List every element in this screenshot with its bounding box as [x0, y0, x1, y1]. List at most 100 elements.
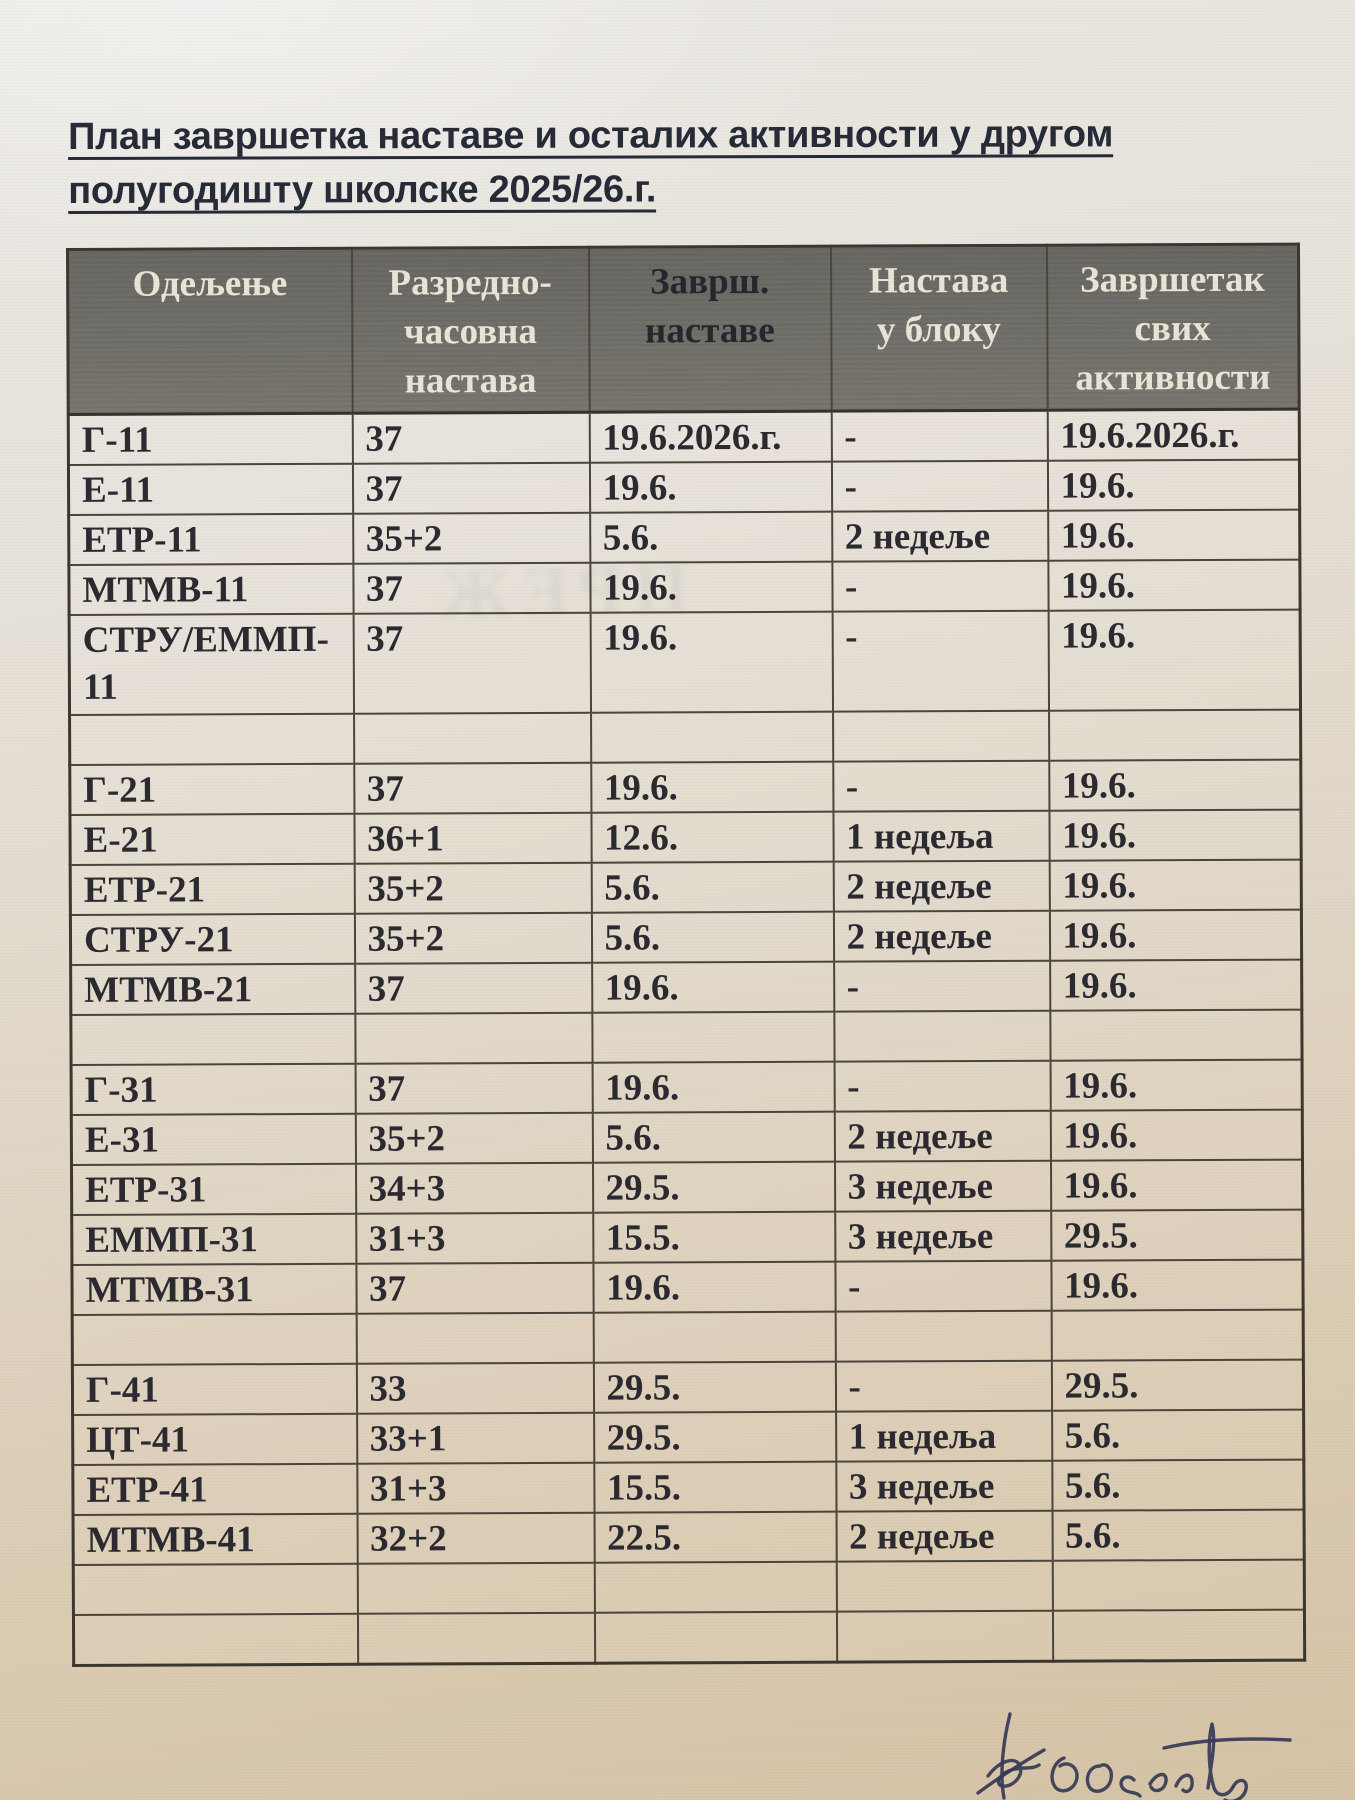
- table-cell: 19.6.: [1047, 560, 1301, 612]
- table-cell: [357, 1613, 595, 1665]
- table-cell: [1051, 1310, 1304, 1362]
- table-cell: 19.6.: [1049, 860, 1302, 912]
- table-cell: 5.6.: [591, 912, 834, 964]
- table-cell: -: [832, 611, 1049, 713]
- column-header-2: Разредно-часовна настава: [351, 247, 590, 414]
- table-cell: 19.6.: [1048, 760, 1301, 812]
- table-cell: [69, 714, 354, 766]
- table-cell: 12.6.: [590, 812, 834, 864]
- table-row: ЕТР-31 34+3 29.5. 3 недеље 19.6.: [71, 1160, 1303, 1216]
- table-cell: -: [834, 1061, 1051, 1113]
- handwritten-signature: [976, 1712, 1292, 1800]
- table-cell: ЦТ-41: [72, 1414, 357, 1466]
- table-cell: 37: [353, 763, 591, 815]
- spacer-row: [73, 1610, 1305, 1666]
- table-cell: 36+1: [353, 813, 592, 865]
- table-cell: 1 недеља: [835, 1411, 1052, 1463]
- table-cell: 2 недеље: [833, 911, 1050, 963]
- table-cell: 19.6.: [1050, 1260, 1304, 1312]
- table-cell: 19.6.: [592, 1262, 836, 1314]
- table-cell: [835, 1311, 1052, 1363]
- table-cell: 3 недеље: [834, 1161, 1051, 1213]
- table-row: СТРУ/ЕММП- 11 37 19.6. -19.6.: [69, 610, 1301, 716]
- table-cell: 19.6.: [1049, 910, 1302, 962]
- table-cell: 5.6.: [591, 862, 834, 914]
- table-cell: 34+3: [355, 1163, 593, 1215]
- table-cell: [593, 1312, 836, 1364]
- table-cell: Г-11: [68, 413, 353, 466]
- spacer-row: [70, 1010, 1303, 1066]
- table-cell: 29.5.: [593, 1412, 836, 1464]
- table-row: Г-41 33 29.5. -29.5.: [72, 1360, 1304, 1416]
- table-cell: Е-11: [68, 464, 353, 516]
- table-cell: 19.6.: [1047, 510, 1300, 562]
- table-cell: 5.6.: [1051, 1460, 1305, 1512]
- table-cell: 19.6.: [592, 1062, 835, 1114]
- table-cell: [72, 1314, 357, 1366]
- table-cell: 29.5.: [1051, 1360, 1304, 1412]
- spacer-row: [69, 710, 1301, 766]
- schedule-table-wrapper: Одељење Разредно-часовна настава Заврш. наст…: [66, 242, 1307, 1667]
- table-row: МТМВ-41 32+2 22.5. 2 недеље 5.6.: [73, 1510, 1305, 1566]
- table-row: ЦТ-41 33+1 29.5. 1 недеља 5.6.: [72, 1410, 1304, 1466]
- table-row: МТМВ-31 37 19.6. -19.6.: [71, 1260, 1304, 1316]
- table-cell: 2 недеље: [836, 1511, 1053, 1563]
- table-row: ЕТР-21 35+2 5.6. 2 недеље 19.6.: [70, 860, 1302, 916]
- table-cell: [1049, 1010, 1303, 1062]
- table-cell: -: [831, 561, 1049, 613]
- table-cell: ЕТР-11: [68, 514, 353, 566]
- table-cell: 19.6.: [589, 562, 833, 614]
- table-cell: [836, 1611, 1053, 1663]
- table-cell: 5.6.: [589, 512, 832, 564]
- table-cell: 5.6.: [1052, 1510, 1305, 1562]
- table-cell: [356, 1313, 594, 1365]
- table-cell: МТМВ-41: [73, 1514, 358, 1566]
- table-cell: 33: [356, 1363, 594, 1415]
- table-row: Е-21 36+1 12.6. 1 недеља 19.6.: [69, 810, 1302, 866]
- table-cell: 3 недеље: [835, 1461, 1053, 1513]
- table-cell: 29.5.: [592, 1162, 835, 1214]
- table-cell: 29.5.: [593, 1362, 836, 1414]
- table-cell: [73, 1614, 358, 1666]
- table-row: Г-21 37 19.6. -19.6.: [69, 760, 1301, 816]
- table-header: Одељење Разредно-часовна настава Заврш. наст…: [67, 244, 1300, 415]
- table-cell: 37: [352, 563, 591, 615]
- table-row: Е-11 37 19.6. -19.6.: [68, 460, 1300, 516]
- table-cell: -: [833, 961, 1050, 1013]
- table-cell: 37: [355, 1263, 594, 1315]
- table-cell: [357, 1563, 595, 1615]
- page-title-line-2: полугодишту школске 2025/26.г.: [68, 168, 657, 213]
- table-body: Г-11 37 19.6.2026.г. -19.6.2026.г. Е-11 37 19.…: [68, 409, 1305, 1666]
- table-cell: -: [831, 410, 1048, 463]
- table-cell: 19.6.: [1048, 810, 1302, 862]
- page-title-line-1: План завршетка наставе и осталих активно…: [68, 113, 1114, 159]
- table-cell: 19.6.: [1047, 460, 1300, 512]
- table-cell: [832, 711, 1049, 763]
- table-cell: 19.6.2026.г.: [1047, 409, 1300, 462]
- header-row: Одељење Разредно-часовна настава Заврш. наст…: [67, 244, 1300, 415]
- table-row: ЕТР-41 31+3 15.5. 3 недеље 5.6.: [72, 1460, 1305, 1516]
- table-cell: СТРУ-21: [70, 914, 355, 966]
- table-cell: Г-41: [72, 1364, 357, 1416]
- table-row: Е-31 35+2 5.6. 2 недеље 19.6.: [71, 1110, 1303, 1166]
- table-row: Г-11 37 19.6.2026.г. -19.6.2026.г.: [68, 409, 1300, 466]
- table-cell: 19.6.: [591, 962, 834, 1014]
- table-cell: 31+3: [356, 1463, 595, 1515]
- table-cell: -: [835, 1361, 1052, 1413]
- table-cell: [1052, 1610, 1305, 1662]
- table-cell: МТМВ-21: [70, 964, 355, 1016]
- table-cell: 37: [354, 963, 592, 1015]
- table-cell: -: [832, 761, 1049, 813]
- column-header-4: Настава у блоку: [830, 245, 1048, 412]
- table-cell: 35+2: [355, 1113, 593, 1165]
- table-cell: [353, 713, 591, 765]
- table-cell: 5.6.: [1051, 1410, 1304, 1462]
- table-cell: 31+3: [355, 1213, 593, 1265]
- table-row: ЕТР-11 35+2 5.6. 2 недеље 19.6.: [68, 510, 1300, 566]
- table-cell: [590, 712, 833, 764]
- table-cell: 19.6.: [590, 762, 833, 814]
- schedule-table: Одељење Разредно-часовна настава Заврш. наст…: [66, 242, 1307, 1667]
- table-row: МТМВ-11 37 19.6. -19.6.: [68, 560, 1301, 616]
- table-cell: -: [834, 1261, 1052, 1313]
- spacer-row: [72, 1310, 1304, 1366]
